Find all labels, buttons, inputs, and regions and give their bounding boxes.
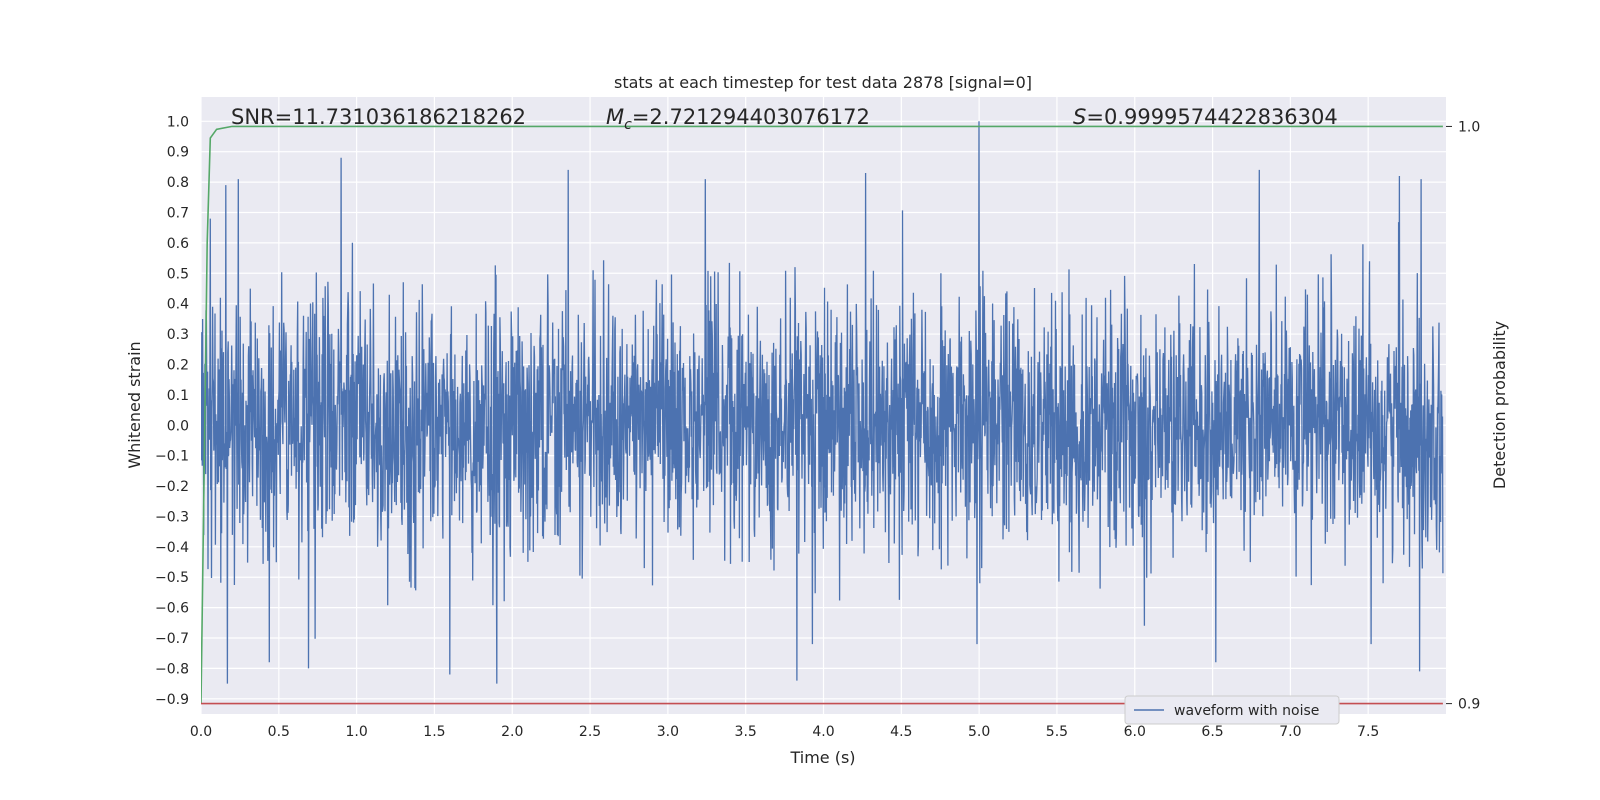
x-tick-label: 0.0 <box>190 724 212 740</box>
y-tick-label: 0.3 <box>167 327 189 343</box>
y-tick-label: 0.9 <box>167 145 189 161</box>
y-tick-label: −0.5 <box>155 570 189 586</box>
x-tick-label: 5.5 <box>1046 724 1068 740</box>
annotation-s-symbol: S <box>1073 105 1086 129</box>
y-tick-label: −0.3 <box>155 509 189 525</box>
x-tick-label: 1.5 <box>423 724 445 740</box>
y-tick-label: −0.4 <box>155 540 189 556</box>
annotation-mc-sub: c <box>624 117 632 133</box>
annotation-snr: SNR=11.731036186218262 <box>231 105 526 129</box>
y-tick-label: 1.0 <box>167 114 189 130</box>
y-tick-label: −0.9 <box>155 692 189 708</box>
x-tick-label: 6.5 <box>1201 724 1223 740</box>
y-tick-label: −0.7 <box>155 631 189 647</box>
y-tick-label: 0.4 <box>167 297 189 313</box>
y-tick-label: 0.6 <box>167 236 189 252</box>
chart-title: stats at each timestep for test data 287… <box>614 73 1032 92</box>
x-tick-label: 2.0 <box>501 724 523 740</box>
x-tick-label: 7.0 <box>1279 724 1301 740</box>
legend-box <box>1124 695 1340 725</box>
annotation-s-value: =0.9999574422836304 <box>1086 105 1337 129</box>
y2-tick-labels: 1.0 0.9 <box>1446 119 1480 713</box>
x-axis-label: Time (s) <box>789 748 855 767</box>
y2-tick-label: 1.0 <box>1458 119 1480 135</box>
y-tick-label: 0.1 <box>167 388 189 404</box>
x-tick-label: 2.5 <box>579 724 601 740</box>
y2-axis-label: Detection probability <box>1490 321 1509 489</box>
y-tick-label: −0.1 <box>155 449 189 465</box>
y-tick-label: 0.5 <box>167 266 189 282</box>
y-tick-label: 0.7 <box>167 205 189 221</box>
y-tick-labels: 1.0 0.9 0.8 0.7 0.6 0.5 0.4 0.3 0.2 0.1 0.0 −0.1 −0.… <box>155 114 189 707</box>
x-tick-label: 1.0 <box>345 724 367 740</box>
legend-label: waveform with noise <box>1174 703 1319 719</box>
x-tick-label: 3.0 <box>657 724 679 740</box>
x-tick-labels: 0.0 0.5 1.0 1.5 2.0 2.5 3.0 3.5 4.0 4.5 5.0 5.5 6.0 6… <box>190 724 1379 740</box>
y-tick-label: −0.6 <box>155 601 189 617</box>
y-tick-label: −0.8 <box>155 661 189 677</box>
x-tick-label: 3.5 <box>735 724 757 740</box>
annotation-mc-value: =2.721294403076172 <box>632 105 870 129</box>
series-detection-probability <box>201 125 1443 704</box>
x-tick-label: 5.0 <box>968 724 990 740</box>
y-tick-label: −0.2 <box>155 479 189 495</box>
series-waveform-with-noise <box>201 121 1444 684</box>
legend: waveform with noise <box>1124 695 1340 725</box>
x-tick-label: 7.5 <box>1357 724 1379 740</box>
y2-tick-label: 0.9 <box>1458 697 1480 713</box>
annotation-mc: Mc=2.721294403076172 <box>606 105 870 133</box>
annotation-mc-symbol: M <box>606 105 624 129</box>
y-tick-label: 0.8 <box>167 175 189 191</box>
y-axis-label: Whitened strain <box>125 341 144 468</box>
x-tick-label: 4.5 <box>890 724 912 740</box>
y-tick-label: 0.0 <box>167 418 189 434</box>
x-tick-label: 4.0 <box>812 724 834 740</box>
annotation-s: S=0.9999574422836304 <box>1073 105 1338 129</box>
x-tick-label: 0.5 <box>268 724 290 740</box>
y-tick-label: 0.2 <box>167 357 189 373</box>
x-tick-label: 6.0 <box>1124 724 1146 740</box>
